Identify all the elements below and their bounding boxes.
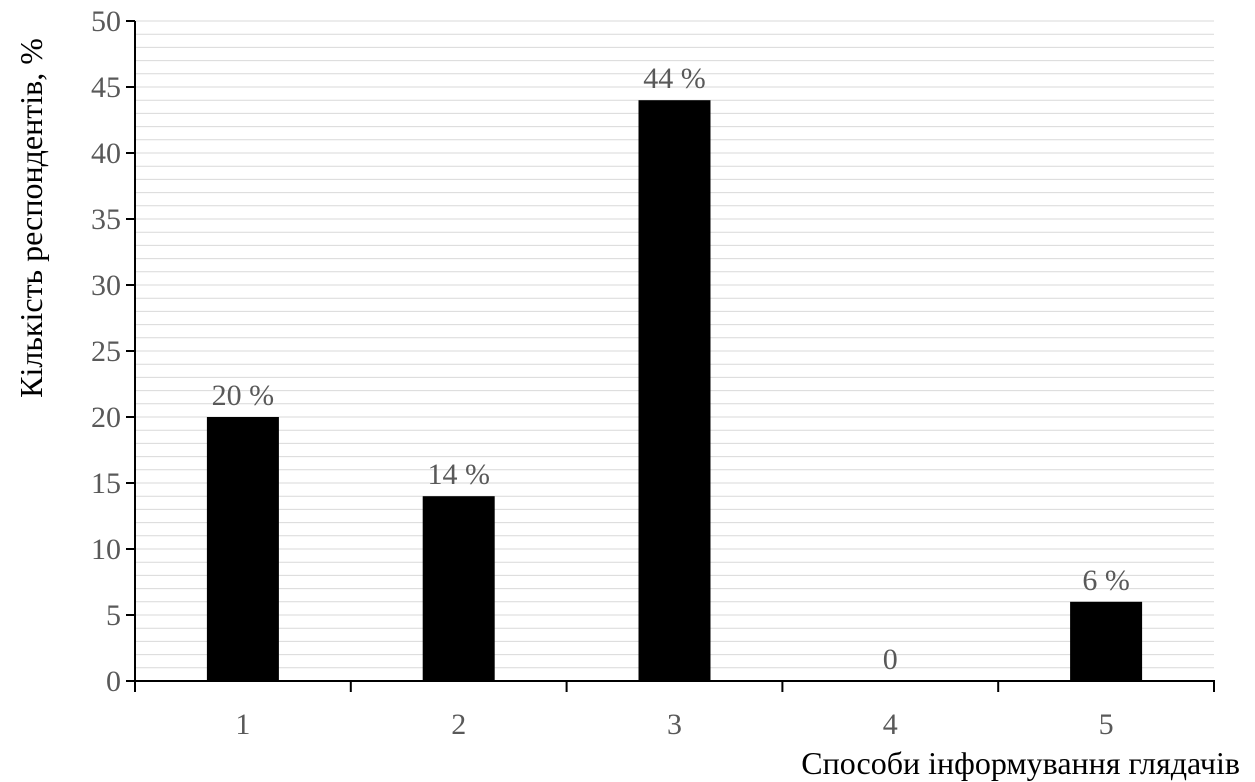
x-axis-title: Способи інформування глядачів bbox=[801, 745, 1240, 781]
y-tick-label: 5 bbox=[106, 599, 121, 632]
y-tick-label: 25 bbox=[91, 335, 121, 368]
bar-2 bbox=[422, 496, 495, 681]
y-tick-label: 30 bbox=[91, 269, 121, 302]
y-tick-label: 15 bbox=[91, 467, 121, 500]
x-tick-label: 4 bbox=[883, 708, 898, 741]
y-tick-label: 50 bbox=[91, 5, 121, 38]
x-tick-label: 2 bbox=[451, 708, 466, 741]
data-label-3: 44 % bbox=[643, 62, 706, 95]
y-tick-label: 20 bbox=[91, 401, 121, 434]
y-tick-label: 35 bbox=[91, 203, 121, 236]
y-tick-label: 40 bbox=[91, 137, 121, 170]
y-axis-title: Кількість респондентів, % bbox=[13, 38, 49, 398]
data-label-5: 6 % bbox=[1082, 564, 1130, 597]
y-tick-label: 0 bbox=[106, 665, 121, 698]
bar-5 bbox=[1070, 601, 1143, 681]
x-tick-label: 3 bbox=[667, 708, 682, 741]
data-label-1: 20 % bbox=[212, 379, 275, 412]
y-tick-label: 10 bbox=[91, 533, 121, 566]
x-tick-label: 5 bbox=[1099, 708, 1114, 741]
bars bbox=[206, 100, 1143, 681]
data-labels: 20 % 14 % 44 % 0 6 % bbox=[212, 62, 1130, 676]
axes bbox=[126, 20, 1215, 692]
data-label-2: 14 % bbox=[427, 458, 490, 491]
data-label-4: 0 bbox=[883, 643, 898, 676]
bar-3 bbox=[638, 100, 711, 681]
y-tick-label: 45 bbox=[91, 71, 121, 104]
bar-1 bbox=[206, 417, 279, 681]
x-tick-label: 1 bbox=[235, 708, 250, 741]
